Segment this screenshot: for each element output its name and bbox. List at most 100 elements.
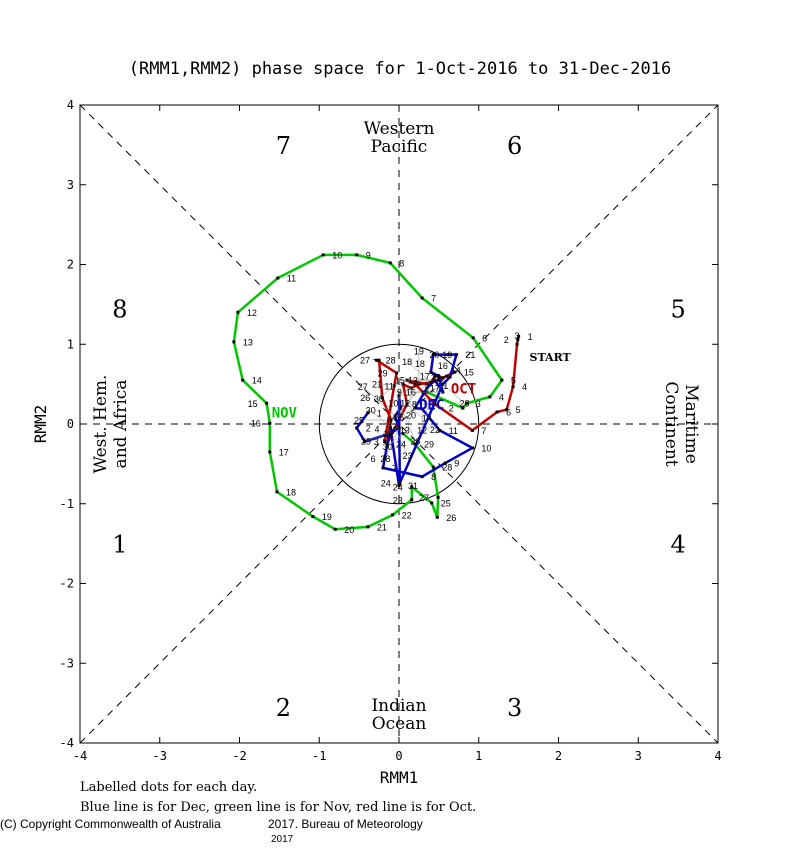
- day-label: 15: [248, 399, 258, 409]
- day-label-leader: [387, 433, 404, 447]
- day-dot: [431, 465, 435, 469]
- day-label: 17: [430, 384, 440, 394]
- day-label: 3: [476, 399, 481, 409]
- day-label: 25: [354, 416, 364, 426]
- chart-title: (RMM1,RMM2) phase space for 1-Oct-2016 t…: [129, 59, 671, 79]
- day-label: 13: [243, 337, 253, 347]
- region-label-africa: and Africa: [111, 380, 131, 469]
- day-label: 21: [372, 380, 382, 390]
- x-tick-label: 3: [635, 749, 642, 763]
- day-dot: [435, 515, 439, 519]
- day-dot: [438, 428, 442, 432]
- phase-label-8: 8: [112, 295, 127, 323]
- day-dot: [333, 527, 337, 531]
- day-label: 10: [481, 443, 491, 453]
- day-label: 30: [374, 394, 384, 404]
- day-dot: [275, 490, 279, 494]
- phase-label-3: 3: [507, 694, 522, 722]
- day-dot: [433, 374, 437, 378]
- day-label: 24: [393, 483, 403, 493]
- region-label-continent: Continent: [661, 381, 681, 466]
- day-label: 17: [279, 447, 289, 457]
- day-label-leader: [406, 403, 436, 430]
- y-tick-label: -4: [60, 736, 74, 750]
- day-dot: [420, 296, 424, 300]
- day-label: 13: [408, 376, 418, 386]
- day-label: 14: [422, 414, 432, 424]
- day-label: 13: [400, 426, 410, 436]
- x-tick-label: 4: [714, 749, 721, 763]
- day-label: 20: [429, 350, 439, 360]
- phase-label-6: 6: [507, 132, 522, 160]
- day-label: 5: [516, 405, 521, 415]
- day-label: 16: [251, 419, 261, 429]
- x-tick-label: 1: [475, 749, 482, 763]
- day-dot: [383, 433, 387, 437]
- day-dot: [471, 336, 475, 340]
- day-dot: [380, 396, 384, 400]
- day-label: 10: [332, 250, 342, 260]
- day-dot: [236, 310, 240, 314]
- day-dot: [505, 408, 509, 412]
- y-tick-label: 4: [67, 98, 74, 112]
- x-tick-label: -2: [232, 749, 246, 763]
- x-tick-label: 2: [555, 749, 562, 763]
- day-dot: [431, 353, 435, 357]
- day-dot: [445, 374, 449, 378]
- day-label: 6: [371, 454, 376, 464]
- day-label: 28: [380, 454, 390, 464]
- day-label: 9: [366, 250, 371, 260]
- day-label: 1: [528, 332, 533, 342]
- day-label: 16: [438, 361, 448, 371]
- day-label-leader: [426, 385, 446, 393]
- day-dot: [470, 428, 474, 432]
- day-label: 25: [441, 498, 451, 508]
- day-label: 18: [286, 487, 296, 497]
- day-dot: [511, 385, 515, 389]
- day-label: 9: [397, 388, 402, 398]
- day-label: 19: [414, 347, 424, 357]
- day-label: 16: [406, 388, 416, 398]
- day-label-leader: [405, 383, 428, 404]
- day-label: 15: [464, 368, 474, 378]
- day-dot: [515, 342, 519, 346]
- day-dot: [363, 440, 367, 444]
- region-label-ocean: Ocean: [372, 714, 427, 734]
- plot-text-layer: (RMM1,RMM2) phase space for 1-Oct-2016 t…: [31, 59, 722, 787]
- day-dot: [268, 450, 272, 454]
- day-label: 14: [451, 365, 461, 375]
- day-label: 30: [383, 442, 393, 452]
- day-label: 4: [522, 382, 527, 392]
- day-dot: [495, 410, 499, 414]
- day-dot: [241, 378, 245, 382]
- day-dot: [276, 276, 280, 280]
- day-dot: [311, 515, 315, 519]
- day-label: 14: [252, 376, 262, 386]
- month-label-dec: DEC: [419, 398, 444, 414]
- day-label: 12: [247, 308, 257, 318]
- y-tick-label: 0: [67, 417, 74, 431]
- plot-lines-layer: [79, 104, 719, 744]
- day-label: 23: [402, 451, 412, 461]
- y-tick-label: -1: [60, 497, 74, 511]
- x-axis-label: RMM1: [380, 768, 419, 787]
- day-label: 3: [374, 437, 379, 447]
- phase-label-7: 7: [276, 132, 291, 160]
- day-dot: [410, 485, 414, 489]
- day-dot: [454, 353, 458, 357]
- x-tick-label: -1: [312, 749, 326, 763]
- region-label-maritime: Maritime: [681, 384, 701, 464]
- day-dot: [366, 411, 370, 415]
- day-dot: [430, 501, 434, 505]
- day-label: 18: [415, 359, 425, 369]
- day-label-leader: [385, 427, 400, 459]
- day-dot: [446, 353, 450, 357]
- day-label-leader: [362, 386, 396, 417]
- day-label: 26: [360, 393, 370, 403]
- day-dot: [232, 340, 236, 344]
- day-label-leader: [393, 383, 416, 404]
- day-dot: [413, 442, 417, 446]
- day-label: 8: [431, 472, 436, 482]
- day-label: 15: [395, 376, 405, 386]
- day-dot: [355, 426, 359, 430]
